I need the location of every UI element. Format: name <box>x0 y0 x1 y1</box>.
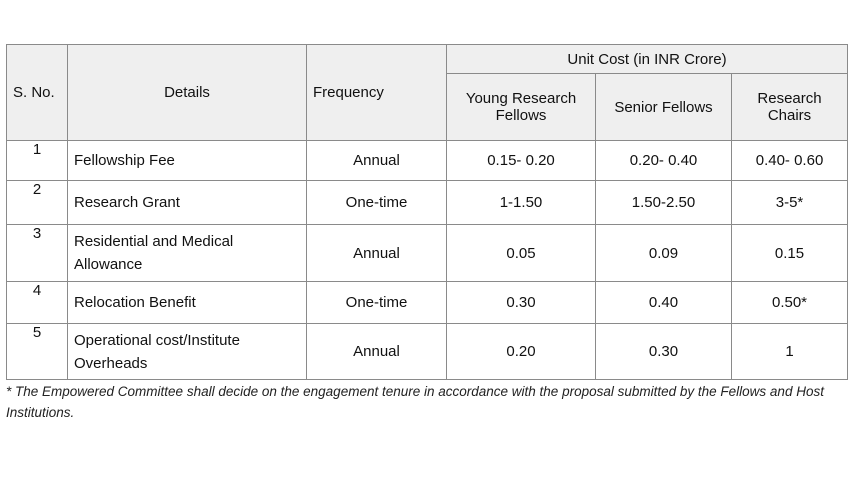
cell-frequency: Annual <box>306 224 447 282</box>
cell-young: 0.30 <box>446 281 596 324</box>
cell-young: 0.05 <box>446 224 596 282</box>
cell-young: 0.15- 0.20 <box>446 140 596 181</box>
table-footnote: * The Empowered Committee shall decide o… <box>6 384 824 420</box>
cell-details: Residential and Medical Allowance <box>67 224 307 282</box>
cell-young: 1-1.50 <box>446 180 596 225</box>
cell-details: Relocation Benefit <box>67 281 307 324</box>
column-header-research-chairs: Research Chairs <box>730 73 849 141</box>
cell-sno: 2 <box>6 180 68 225</box>
table-row: 1 Fellowship Fee Annual 0.15- 0.20 0.20-… <box>6 140 849 181</box>
cell-chairs: 0.50* <box>730 281 849 324</box>
cell-senior: 0.09 <box>595 224 732 282</box>
cell-frequency: One-time <box>306 180 447 225</box>
cell-senior: 1.50-2.50 <box>595 180 732 225</box>
table-row: 4 Relocation Benefit One-time 0.30 0.40 … <box>6 281 849 324</box>
table-row: 2 Research Grant One-time 1-1.50 1.50-2.… <box>6 180 849 225</box>
cell-chairs: 1 <box>730 323 849 380</box>
header-row-sub: Young Research Fellows Senior Fellows Re… <box>7 73 849 141</box>
column-header-sno: S. No. <box>6 44 68 141</box>
cell-chairs: 3-5* <box>730 180 849 225</box>
cell-details: Fellowship Fee <box>67 140 307 181</box>
column-header-details: Details <box>67 44 307 141</box>
table-row: 3 Residential and Medical Allowance Annu… <box>6 224 849 282</box>
cell-sno: 3 <box>6 224 68 282</box>
column-header-young-research-fellows: Young Research Fellows <box>446 73 596 141</box>
table-row: 5 Operational cost/Institute Overheads A… <box>6 323 849 380</box>
cell-frequency: One-time <box>306 281 447 324</box>
cell-sno: 4 <box>6 281 68 324</box>
cell-young: 0.20 <box>446 323 596 380</box>
cell-senior: 0.20- 0.40 <box>595 140 732 181</box>
column-group-header-unit-cost: Unit Cost (in INR Crore) <box>445 44 849 74</box>
cell-frequency: Annual <box>306 323 447 380</box>
cell-senior: 0.40 <box>595 281 732 324</box>
cell-sno: 5 <box>6 323 68 380</box>
header-row-group: S. No. Details Frequency Unit Cost (in I… <box>6 44 849 141</box>
column-header-senior-fellows: Senior Fellows <box>595 73 732 141</box>
unit-cost-table: S. No. Details Frequency Unit Cost (in I… <box>6 44 849 380</box>
cell-details: Research Grant <box>67 180 307 225</box>
cell-chairs: 0.40- 0.60 <box>730 140 849 181</box>
cell-sno: 1 <box>6 140 68 181</box>
column-header-frequency: Frequency <box>306 44 447 141</box>
cell-chairs: 0.15 <box>730 224 849 282</box>
cell-senior: 0.30 <box>595 323 732 380</box>
cell-details: Operational cost/Institute Overheads <box>67 323 307 380</box>
cell-frequency: Annual <box>306 140 447 181</box>
